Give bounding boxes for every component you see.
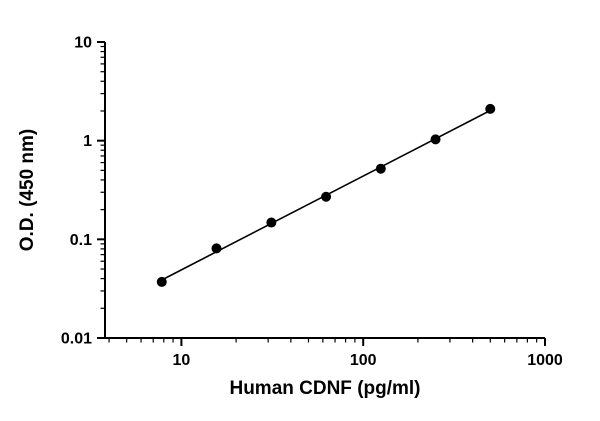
x-tick-label: 1000 bbox=[527, 352, 563, 369]
data-point bbox=[211, 243, 222, 254]
y-tick-label: 0.1 bbox=[70, 232, 92, 249]
y-tick-label: 0.01 bbox=[61, 331, 92, 348]
data-point bbox=[375, 163, 386, 174]
x-axis-label: Human CDNF (pg/ml) bbox=[229, 378, 420, 399]
data-point bbox=[156, 276, 167, 287]
data-point bbox=[430, 134, 441, 145]
x-tick-label: 10 bbox=[172, 352, 190, 369]
y-tick-label: 1 bbox=[83, 133, 92, 150]
x-tick-label: 100 bbox=[350, 352, 377, 369]
data-point bbox=[485, 103, 496, 114]
data-point bbox=[321, 191, 332, 202]
data-point bbox=[266, 217, 277, 228]
y-axis-label: O.D. (450 nm) bbox=[17, 129, 38, 251]
y-tick-label: 10 bbox=[74, 35, 92, 52]
